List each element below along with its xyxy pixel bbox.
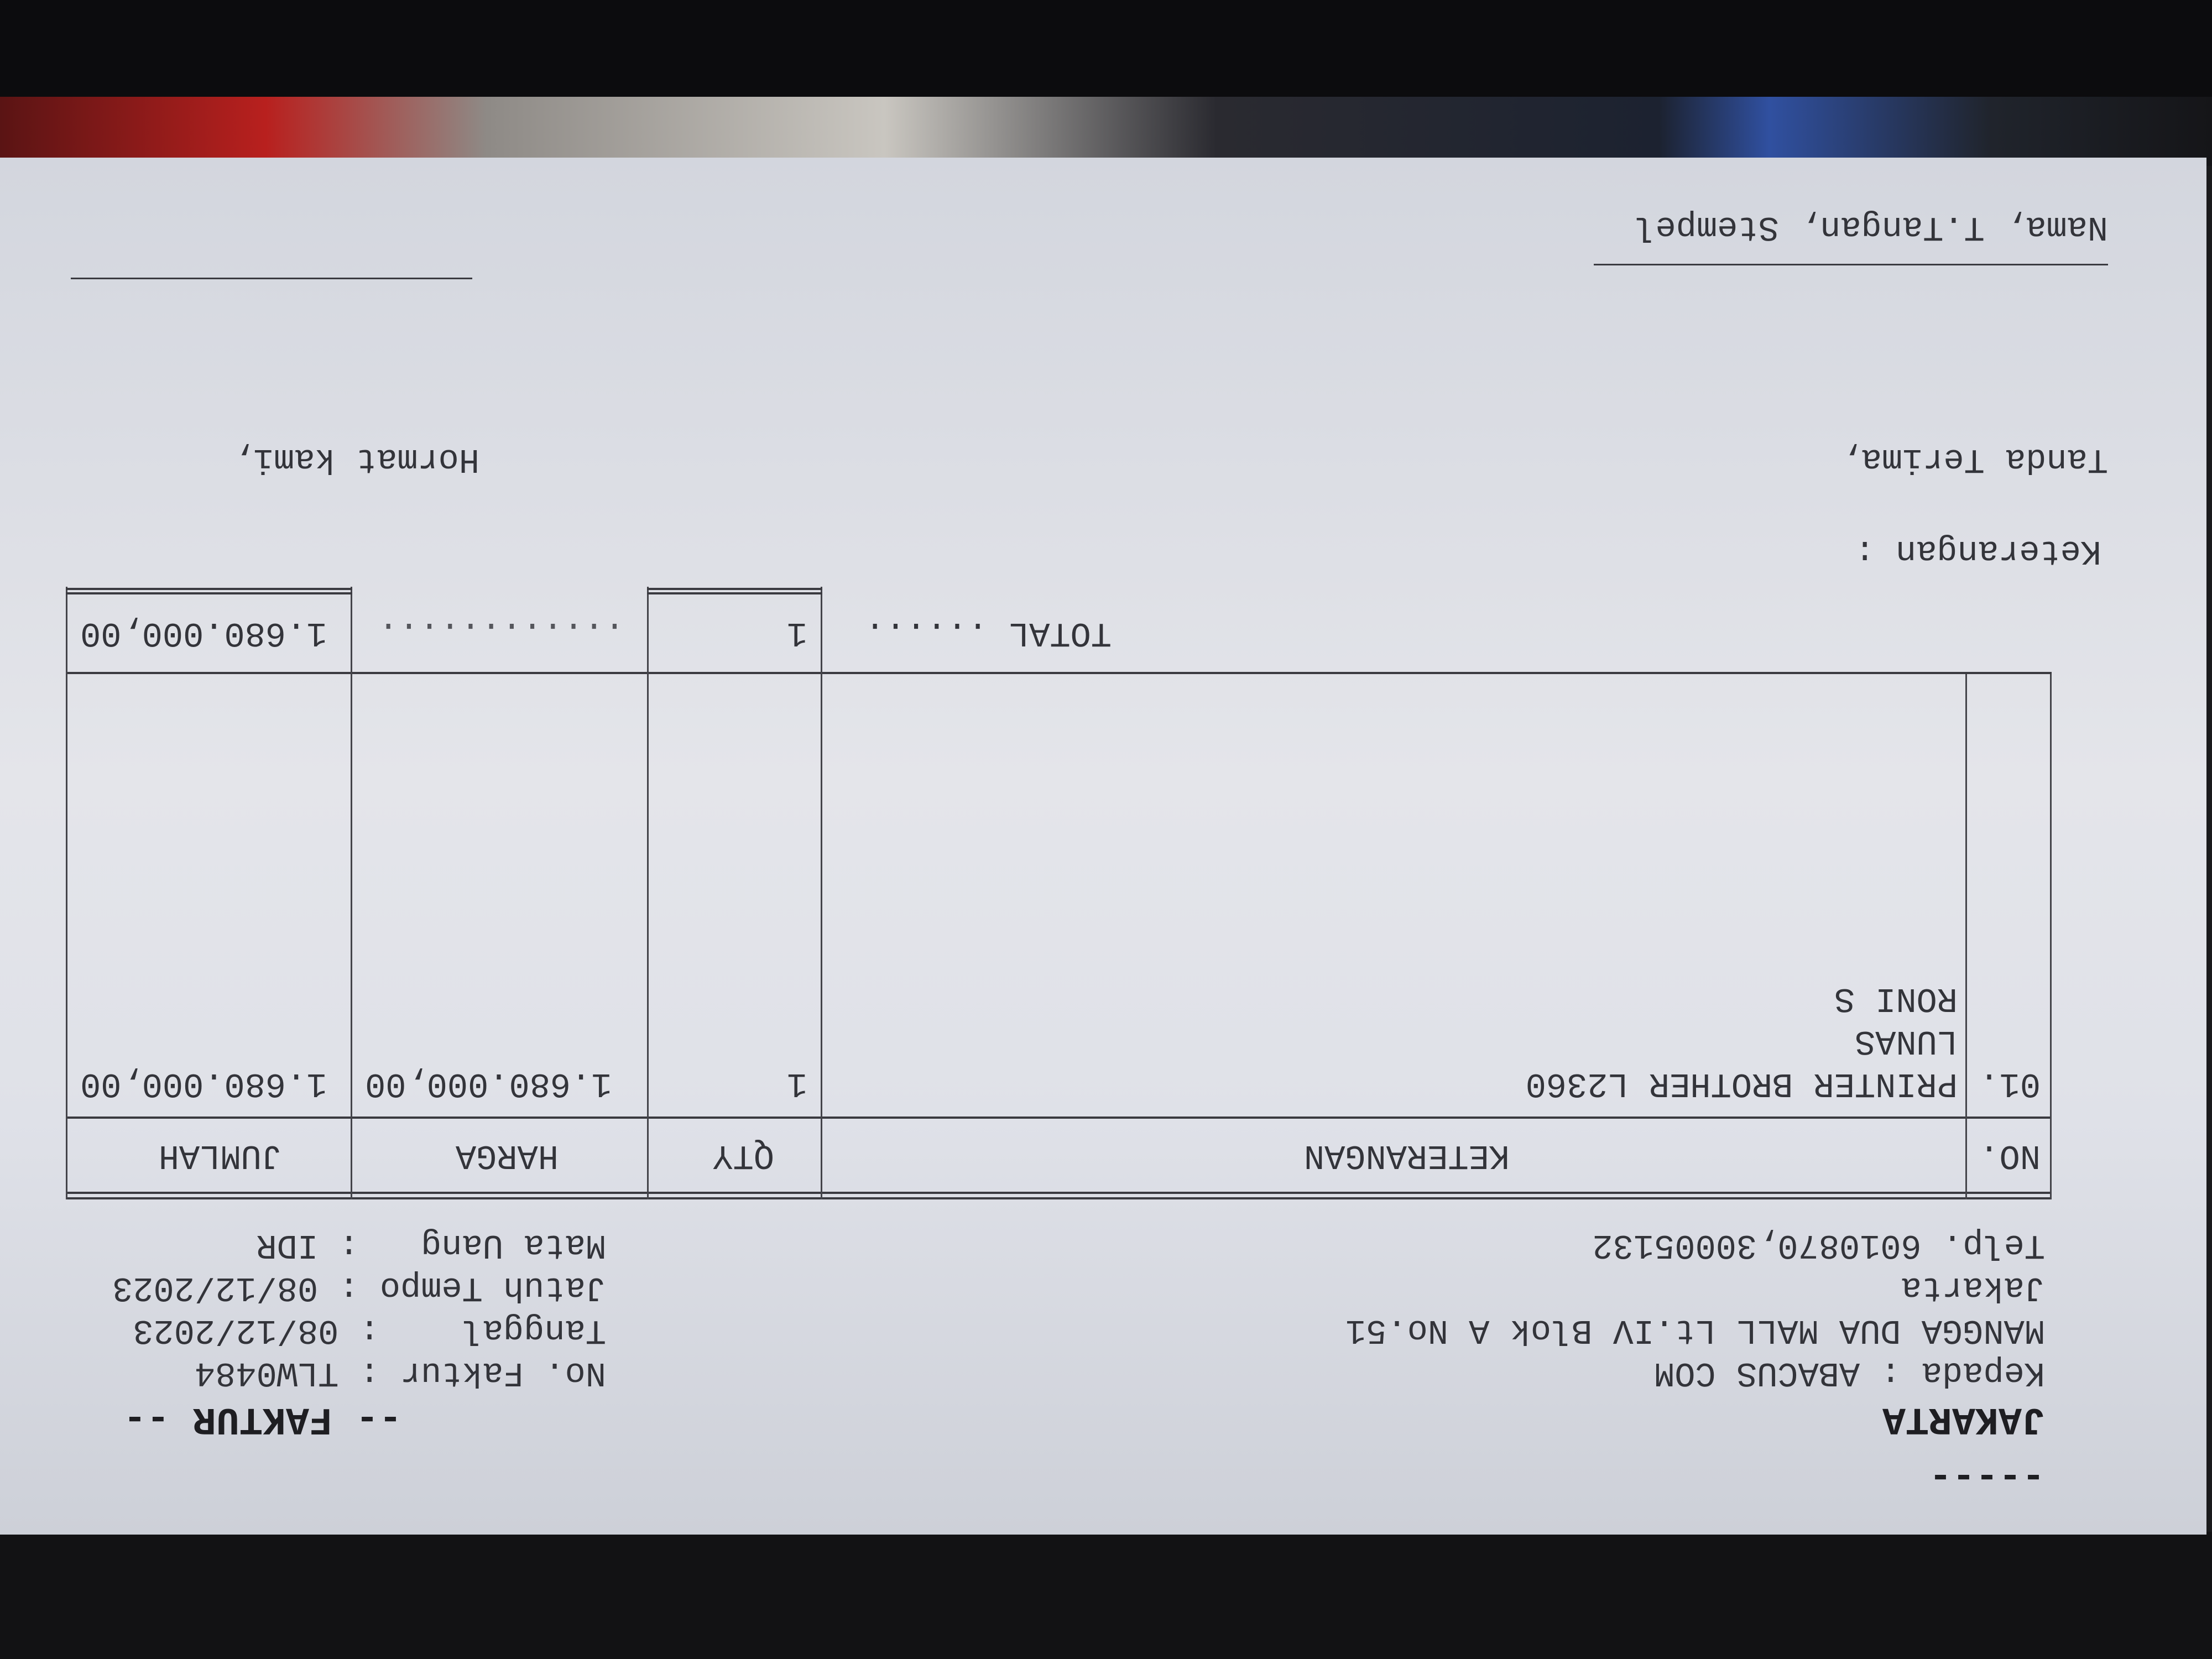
total-qty-box-bottom bbox=[647, 588, 822, 590]
invoice-due-value: 08/12/2023 bbox=[112, 1268, 319, 1307]
header-keterangan: KETERANGAN bbox=[1303, 1136, 1510, 1175]
row-amount: 1.680.000,00 bbox=[80, 1064, 327, 1103]
invoice-due: Jatuh Tempo : 08/12/2023 bbox=[112, 1268, 606, 1307]
table-top-border bbox=[67, 1197, 2052, 1199]
invoice-number: No. Faktur : TLW0484 bbox=[194, 1353, 606, 1392]
customer-label: Kepada bbox=[1921, 1353, 2045, 1392]
header-dashes: ----- bbox=[1928, 1455, 2045, 1499]
row-qty: 1 bbox=[786, 1064, 807, 1103]
sender-signature-line bbox=[71, 278, 472, 279]
header-harga: HARGA bbox=[455, 1136, 559, 1175]
table-right-border bbox=[66, 587, 67, 1199]
customer-address2: Jakarta bbox=[1901, 1268, 2045, 1307]
header-qty: QTY bbox=[712, 1136, 774, 1175]
table-header-divider bbox=[67, 1117, 2052, 1119]
row-note: LUNAS bbox=[1854, 1021, 1958, 1061]
invoice-number-value: TLW0484 bbox=[194, 1353, 339, 1392]
total-label: TOTAL ...... bbox=[864, 613, 1112, 653]
customer-line: Kepada : ABACUS COM bbox=[1654, 1353, 2045, 1392]
header-city: JAKARTA bbox=[1882, 1397, 2045, 1441]
customer-phone: Telp. 6010870,30005132 bbox=[1592, 1225, 2045, 1265]
total-label-text: TOTAL bbox=[1008, 613, 1112, 653]
receiver-signature-line bbox=[1594, 264, 2108, 265]
customer-name: ABACUS COM bbox=[1654, 1353, 1860, 1392]
signature-caption: Nama, T.Tangan, Stempel bbox=[1635, 207, 2108, 247]
table-bottom-border bbox=[67, 672, 2052, 674]
col-divider bbox=[1965, 674, 1967, 1199]
total-dots: ............ bbox=[378, 613, 625, 653]
remarks-label: Keterangan : bbox=[1854, 531, 2101, 571]
header-no: NO. bbox=[1979, 1136, 2041, 1175]
invoice-paper: ----- JAKARTA -- FAKTUR -- Kepada : ABAC… bbox=[0, 158, 2206, 1535]
col-divider bbox=[821, 587, 822, 1199]
receiver-label: Tanda Terima, bbox=[1840, 440, 2108, 479]
header-jumlah: JUMLAH bbox=[158, 1136, 282, 1175]
invoice-date-label: Tanggal bbox=[462, 1311, 606, 1350]
col-divider bbox=[351, 587, 352, 1199]
invoice-date: Tanggal : 08/12/2023 bbox=[133, 1311, 606, 1350]
background-bottom bbox=[0, 1532, 2212, 1659]
total-qty: 1 bbox=[786, 613, 807, 653]
row-price: 1.680.000,00 bbox=[365, 1064, 612, 1103]
invoice-due-label: Jatuh Tempo bbox=[379, 1268, 606, 1307]
invoice-currency-value: IDR bbox=[256, 1225, 319, 1265]
customer-address1: MANGGA DUA MALL Lt.IV Blok A No.51 bbox=[1345, 1311, 2045, 1350]
total-amount: 1.680.000,00 bbox=[80, 613, 327, 653]
background-top-dark bbox=[0, 0, 2212, 97]
table-left-border bbox=[2050, 674, 2052, 1199]
col-divider bbox=[647, 587, 649, 1199]
row-note: RONI S bbox=[1834, 979, 1958, 1018]
invoice-date-value: 08/12/2023 bbox=[133, 1311, 339, 1350]
total-qty-box-bottom-inner bbox=[647, 592, 822, 594]
table-top-border-inner bbox=[67, 1192, 2052, 1194]
row-no: 01. bbox=[1979, 1064, 2041, 1103]
invoice-currency-label: Mata Uang bbox=[421, 1225, 606, 1265]
document-title: -- FAKTUR -- bbox=[123, 1397, 402, 1441]
total-amount-box-bottom bbox=[66, 588, 352, 590]
invoice-currency: Mata Uang : IDR bbox=[256, 1225, 606, 1265]
invoice-number-label: No. Faktur bbox=[400, 1353, 606, 1392]
total-amount-box-bottom-inner bbox=[66, 592, 352, 594]
sender-label: Hormat kami, bbox=[232, 440, 479, 479]
row-description: PRINTER BROTHER L2360 bbox=[1525, 1064, 1958, 1103]
